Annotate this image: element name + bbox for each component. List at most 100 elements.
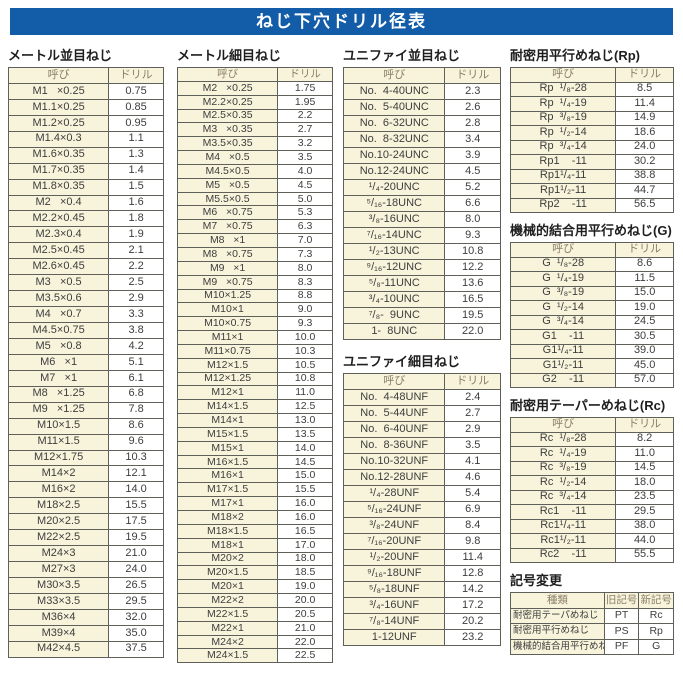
drill-size-cell: 16.5 [444, 291, 501, 308]
table-row: ³/₈-16UNC 8.0 [342, 211, 501, 228]
table-row: G ¹/₄-19 11.5 [509, 271, 674, 287]
drill-size-cell: 21.0 [277, 620, 333, 636]
drill-size-cell: 24.0 [615, 139, 674, 155]
drill-size-cell: 22.0 [277, 634, 333, 650]
table-row: ⁹/₁₆-18UNF 12.8 [342, 565, 501, 582]
thread-size-cell: G1 -11 [509, 329, 617, 345]
thread-size-cell: M1.8×0.35 [7, 178, 110, 196]
table-row: M4.5×0.5 4.0 [176, 163, 333, 179]
drill-size-cell: 10.5 [277, 357, 333, 373]
table-row: M4 ×0.5 3.5 [176, 150, 333, 165]
drill-size-cell: Rc [638, 607, 674, 624]
section-title-g: 機械的結合用平行めねじ(G) [510, 223, 672, 238]
drill-size-cell: 20.2 [444, 613, 501, 630]
thread-size-cell: M10×1 [176, 302, 279, 318]
table-row: M5.5×0.5 5.0 [176, 191, 333, 207]
table-row: M2.2×0.45 1.8 [7, 210, 164, 228]
thread-size-cell: ⁷/₈- 9UNC [342, 307, 446, 324]
table-row: M18×1 17.0 [176, 537, 333, 553]
column-header: ドリル [444, 67, 501, 84]
table-row: M18×2 16.0 [176, 510, 333, 525]
table-row: Rc ¹/₂-14 18.0 [509, 475, 674, 491]
thread-size-cell: M2 ×0.4 [7, 194, 110, 212]
drill-size-cell: 8.6 [108, 417, 164, 435]
drill-size-cell: 44.7 [615, 183, 674, 199]
thread-size-cell: M8 ×0.75 [176, 246, 279, 262]
thread-size-cell: ⁵/₈-11UNC [342, 275, 446, 292]
drill-size-cell: 5.1 [108, 353, 164, 371]
metric-fine-table: 呼び ドリル M2 ×0.25 1.75 M2.2×0.25 1.95 M2.5×0.35… [176, 67, 333, 664]
thread-size-cell: No.12-28UNF [342, 469, 446, 486]
table-columns: メートル並目ねじ 呼び ドリル M1 ×0.25 0.75 M1.1×0.25 0.85… [7, 48, 683, 664]
drill-size-cell: 24.5 [615, 314, 674, 330]
drill-size-cell: 1.5 [108, 178, 164, 196]
thread-size-cell: ⁵/₈-18UNF [342, 581, 446, 598]
drill-size-cell: 1.3 [108, 146, 164, 164]
drill-size-cell: 9.3 [277, 316, 333, 332]
drill-size-cell: 18.0 [615, 475, 674, 491]
table-row: ⁵/₈-18UNF 14.2 [342, 581, 501, 598]
column-header: 新記号 [638, 592, 674, 609]
thread-size-cell: ³/₈-16UNC [342, 211, 446, 228]
drill-size-cell: 1.95 [277, 94, 333, 110]
thread-size-cell: M15×1 [176, 440, 279, 456]
drill-size-cell: 4.2 [108, 337, 164, 355]
thread-size-cell: Rp ¹/₄-19 [509, 96, 617, 112]
drill-size-cell: 9.6 [108, 433, 164, 451]
drill-size-cell: 12.8 [444, 565, 501, 582]
drill-size-cell: 6.1 [108, 369, 164, 387]
drill-size-cell: 6.3 [277, 219, 333, 235]
column-header: ドリル [615, 417, 674, 433]
drill-size-cell: 6.6 [444, 195, 501, 212]
table-row: Rp1¹/₂-11 44.7 [509, 183, 674, 199]
drill-size-cell: 14.0 [277, 440, 333, 456]
drill-size-cell: 3.8 [108, 322, 164, 339]
table-row: 耐密用平行めねじ PS Rp [510, 623, 674, 640]
table-row: Rp ³/₄-14 24.0 [509, 139, 674, 155]
table-row: M2 ×0.4 1.6 [7, 194, 164, 212]
table-row: Rp ³/₈-19 14.9 [509, 110, 674, 126]
table-row: Rc1 -11 29.5 [509, 504, 674, 520]
thread-size-cell: ⁷/₁₆-14UNC [342, 227, 446, 244]
thread-size-cell: ³/₄-16UNF [342, 597, 446, 614]
table-row: M1.4×0.3 1.1 [7, 130, 164, 148]
thread-size-cell: M14×1.5 [176, 399, 279, 415]
table-row: M14×2 12.1 [7, 465, 164, 483]
drill-size-cell: 11.5 [615, 271, 674, 287]
table-row: M2.6×0.45 2.2 [7, 258, 164, 276]
thread-size-cell: M22×2.5 [7, 529, 110, 547]
column-header: 呼び [342, 373, 446, 390]
table-row: ⁷/₁₆-20UNF 9.8 [342, 533, 501, 550]
thread-size-cell: Rp ¹/₂-14 [509, 125, 617, 141]
thread-size-cell: M1 ×0.25 [7, 82, 110, 100]
thread-size-cell: Rc ³/₄-14 [509, 489, 617, 505]
thread-size-cell: M4 ×0.5 [176, 150, 279, 165]
thread-size-cell: M17×1 [176, 496, 279, 511]
table-row: No. 8-32UNC 3.4 [342, 131, 501, 148]
thread-size-cell: 1-12UNF [342, 629, 446, 646]
table-row: No. 4-40UNC 2.3 [342, 83, 501, 100]
table-row: M9 ×1.25 7.8 [7, 401, 164, 419]
table-row: M30×3.5 26.5 [7, 577, 164, 594]
table-row: M3.5×0.35 3.2 [176, 136, 333, 152]
drill-size-cell: 17.0 [277, 537, 333, 553]
drill-size-cell: 18.0 [277, 551, 333, 567]
drill-size-cell: 11.0 [277, 385, 333, 401]
drill-size-cell: 1.4 [108, 162, 164, 180]
thread-size-cell: Rp1¹/₂-11 [509, 183, 617, 199]
table-row: M9 ×1 8.0 [176, 260, 333, 276]
header-row: 呼び ドリル [176, 67, 333, 82]
drill-size-cell: 37.5 [108, 640, 164, 658]
column-pipe-threads: 耐密用平行めねじ(Rp) 呼び ドリル Rp ¹/₈-28 8.5 Rp ¹/₄-19… [509, 48, 674, 663]
drill-size-cell: 17.2 [444, 597, 501, 614]
column-header: ドリル [615, 242, 674, 258]
drill-size-cell: 6.9 [444, 501, 501, 518]
drill-size-cell: 2.7 [277, 122, 333, 138]
drill-size-cell: 20.5 [277, 606, 333, 622]
table-row: Rc ¹/₄-19 11.0 [509, 446, 674, 462]
thread-size-cell: M11×1 [176, 330, 279, 345]
table-row: M2.5×0.35 2.2 [176, 108, 333, 124]
drill-size-cell: 35.0 [108, 624, 164, 642]
table-row: M27×3 24.0 [7, 561, 164, 578]
section-title-unified-fine: ユニファイ細目ねじ [343, 354, 461, 369]
